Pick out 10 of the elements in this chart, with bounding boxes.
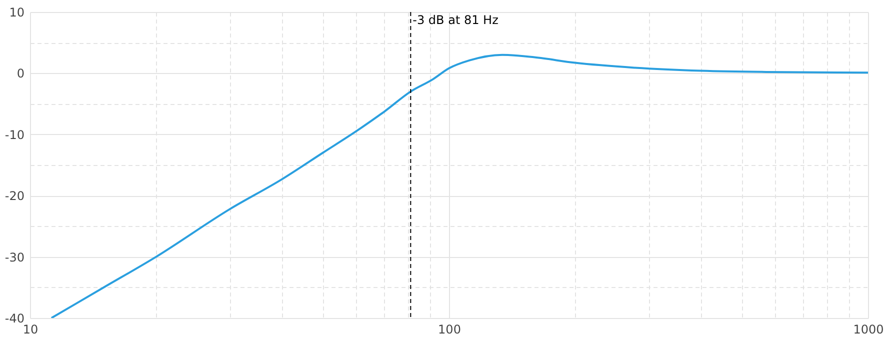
x-tick-label: 10	[22, 322, 38, 336]
y-tick-label: -40	[4, 312, 24, 326]
x-tick-label: 100	[438, 322, 461, 336]
y-tick-label: -30	[4, 250, 24, 264]
y-tick-label: -20	[4, 189, 24, 204]
y-tick-label: -10	[4, 128, 24, 142]
y-tick-label: 0	[16, 66, 24, 81]
ref-line-label: -3 dB at 81 Hz	[412, 13, 498, 27]
y-tick-label: 10	[9, 6, 24, 20]
x-tick-label: 1000	[853, 322, 884, 336]
